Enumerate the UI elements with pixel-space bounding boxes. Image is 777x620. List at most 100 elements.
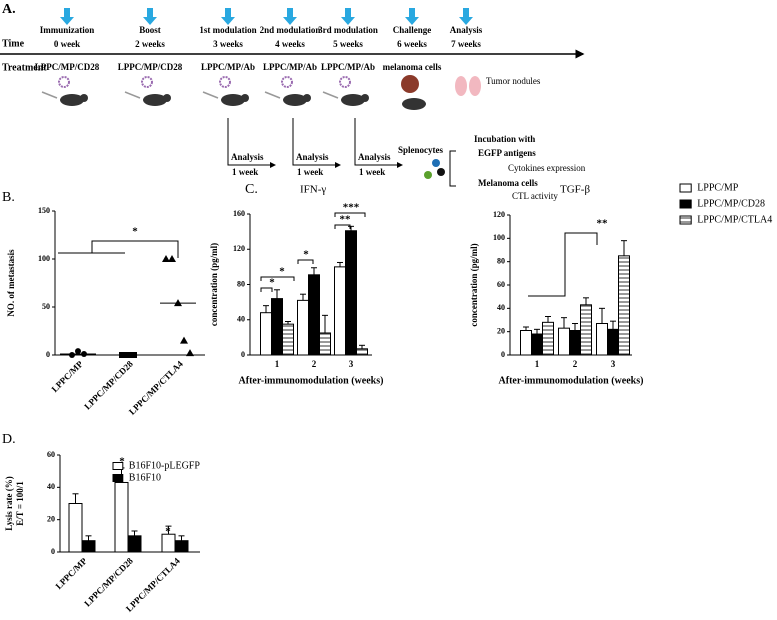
analysis-label: Analysis [296,152,329,162]
significance-bracket [297,259,314,264]
cells-icon [401,75,419,93]
y-tick-label: 160 [233,209,245,218]
analysis-line [354,118,403,168]
x-tick-label: LPPC/MP [54,555,90,591]
time-label: 5 weeks [333,39,363,49]
particle-icon [141,76,153,88]
x-tick-label: LPPC/MP/CD28 [82,555,135,608]
event-label: Immunization [40,25,95,35]
event-label: 3rd modulation [318,25,378,35]
legend-label: B16F10-pLEGFP [129,460,201,471]
y-tick-label: 40 [497,303,505,312]
y-axis-label: Lysis rate (%) [4,476,14,531]
x-tick-label: 3 [349,359,354,369]
legend-swatch [679,183,692,193]
panel-label: D. [2,432,16,447]
time-label: 6 weeks [397,39,427,49]
analysis-label: Analysis [358,152,391,162]
legend-label: LPPC/MP/CD28 [697,198,765,209]
arrow-icon [60,8,74,25]
cells-label: Melanoma cells [478,178,538,188]
treatment-label: LPPC/MP/CD28 [118,62,183,72]
y-tick-label: 150 [38,206,50,215]
mouse-head [303,94,311,102]
y-tick-label: 120 [233,244,245,253]
analysis-line [292,118,341,168]
panel-label: C. [245,182,258,197]
y-tick-label: 80 [237,279,245,288]
y-tick-label: 0 [46,350,50,359]
lung-icon [455,76,467,96]
lung-icon [469,76,481,96]
bar [282,323,294,356]
duration-label: 1 week [359,167,385,177]
y-tick-label: 0 [241,350,245,359]
mouse-icon [341,94,365,106]
panel-label: A. [2,2,16,17]
arrow-icon [221,8,235,25]
mouse-head [241,94,249,102]
x-tick-label: LPPC/MP/CD28 [82,358,135,411]
arrow-icon [459,8,473,25]
significance-label: * [165,526,171,538]
significance-label: ** [597,218,609,230]
bar [81,540,96,553]
bar [319,332,331,356]
syringe [202,91,219,99]
y-tick-label: 40 [237,315,245,324]
incubation-label: Incubation with [474,134,535,144]
x-tick-label: 3 [611,359,616,369]
mouse-icon [60,94,84,106]
mouse-icon [283,94,307,106]
readout-label: Cytokines expression [508,163,586,173]
cell-icon [437,168,445,176]
syringe [124,91,141,99]
arrow-icon [405,8,419,25]
y-axis-label: NO. of metastasis [6,249,16,317]
treatment-label: LPPC/MP/Ab [201,62,255,72]
significance-bracket [260,287,273,292]
arrow-icon [143,8,157,25]
x-axis-label: After-immunomodulation (weeks) [499,375,644,386]
bar [114,481,129,553]
y-tick-label: 20 [497,326,505,335]
time-label: 4 weeks [275,39,305,49]
treatment-label: LPPC/MP/Ab [263,62,317,72]
point [180,336,188,344]
syringe [264,91,281,99]
significance-label: * [269,277,275,289]
event-label: 1st modulation [199,25,256,35]
event-label: Analysis [450,25,483,35]
y-tick-label: 120 [493,210,505,219]
duration-label: 1 week [297,167,323,177]
time-label: 0 week [54,39,80,49]
significance-bracket [334,212,366,217]
row-label: Time [2,38,25,49]
readout-label: CTL activity [512,191,558,201]
significance-bracket [528,232,598,297]
bar [580,304,592,356]
duration-label: 1 week [232,167,258,177]
panel-label: B. [2,190,15,205]
significance-label: *** [343,202,360,214]
event-label: Boost [139,25,161,35]
cell-icon [424,171,432,179]
cell-icon [432,159,440,167]
event-label: 2nd modulation [260,25,321,35]
legend-label: LPPC/MP/CTLA4 [697,214,772,225]
legend-label: LPPC/MP [697,182,739,193]
bar [569,330,581,356]
point [162,255,170,262]
significance-label: ** [340,214,352,226]
y-axis-label: E/T = 100/1 [15,481,25,526]
x-tick-label: 1 [275,359,280,369]
point [186,349,194,357]
y-tick-label: 50 [42,302,50,311]
bar [297,299,309,356]
bar [127,535,142,553]
bar [308,274,320,356]
particle-icon [339,76,351,88]
y-tick-label: 60 [497,280,505,289]
bracket [449,150,456,187]
event-label: Challenge [393,25,432,35]
